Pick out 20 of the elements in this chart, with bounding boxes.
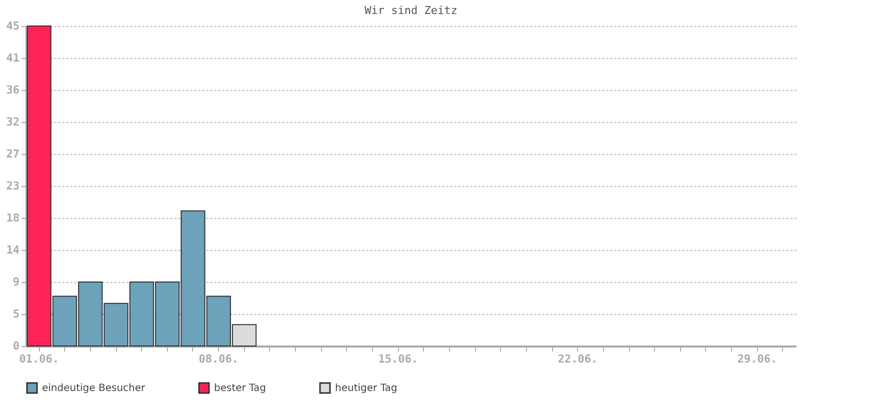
x-tick-label: 15.06. <box>378 352 418 366</box>
y-tick-label: 36 <box>6 84 20 96</box>
y-tick-label: 14 <box>6 244 20 256</box>
y-tick-label: 32 <box>6 116 20 128</box>
y-tick-label: 27 <box>6 148 20 160</box>
y-tick-label: 23 <box>6 180 20 192</box>
y-tick-label: 9 <box>12 276 20 288</box>
legend-label: bester Tag <box>214 383 266 394</box>
x-tick-label: 29.06. <box>737 352 778 366</box>
legend-label: eindeutige Besucher <box>42 383 146 394</box>
legend-label: heutiger Tag <box>335 383 398 394</box>
y-tick-label: 41 <box>6 52 20 64</box>
x-tick-label: 22.06. <box>558 352 598 366</box>
chart-title: Wir sind Zeitz <box>364 4 458 17</box>
y-tick-label: 5 <box>12 308 20 320</box>
x-tick-label: 01.06. <box>19 352 59 366</box>
x-tick-label: 08.06. <box>198 352 239 366</box>
y-tick-label: 45 <box>6 20 20 32</box>
y-tick-label: 0 <box>12 340 20 352</box>
y-tick-label: 18 <box>6 212 20 224</box>
